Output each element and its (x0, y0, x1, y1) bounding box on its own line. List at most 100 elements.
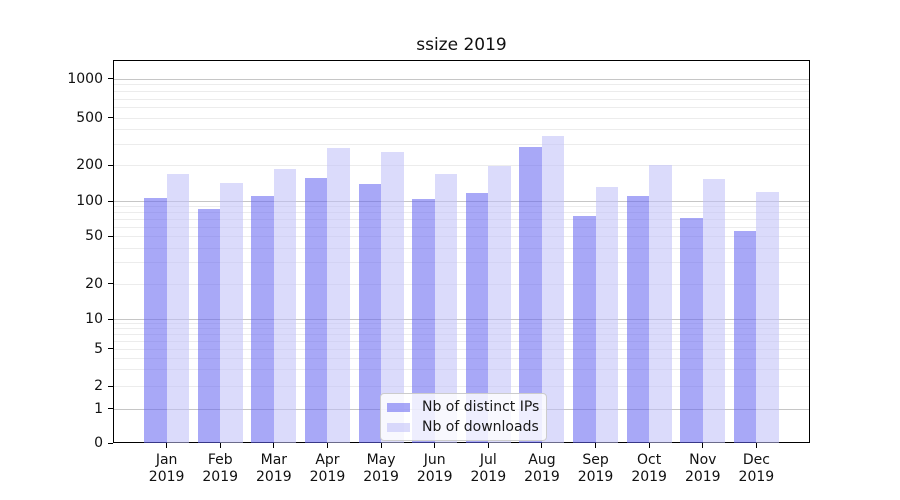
x-tick (219, 443, 221, 448)
y-tick-label: 0 (94, 435, 103, 451)
x-tick-month: Jan (155, 452, 178, 468)
bar-downloads (273, 169, 297, 443)
plot-area (113, 60, 810, 443)
legend-label-distinct-ips: Nb of distinct IPs (422, 399, 540, 415)
gridline-minor (114, 206, 809, 208)
y-tick (108, 348, 113, 349)
bar-distinct-ips (197, 208, 221, 443)
gridline-minor (114, 283, 809, 285)
bar-distinct-ips (519, 147, 542, 443)
gridline-minor (114, 386, 809, 387)
x-tick-label: Oct 2019 (617, 452, 681, 486)
x-tick (541, 443, 543, 448)
x-tick-month: Jun (423, 452, 446, 468)
gridline-major (114, 319, 809, 320)
gridline-minor (114, 247, 809, 249)
x-tick-month: May (366, 452, 396, 468)
x-tick (273, 443, 275, 448)
x-tick (326, 443, 328, 448)
y-tick (108, 318, 113, 320)
y-tick (108, 283, 113, 284)
x-tick-year: 2019 (309, 469, 346, 485)
gridline-major (114, 201, 809, 202)
bar-distinct-ips (573, 215, 596, 443)
x-tick-month: Apr (315, 452, 340, 468)
gridline-minor (114, 323, 809, 325)
x-tick-label: Mar 2019 (242, 452, 306, 486)
gridline-minor (114, 357, 809, 359)
legend-item-distinct-ips: Nb of distinct IPs (387, 399, 540, 415)
x-tick (755, 443, 757, 448)
bar-downloads (649, 165, 672, 443)
x-tick-month: Sep (582, 452, 609, 468)
bar-distinct-ips (412, 198, 435, 443)
x-tick-year: 2019 (470, 469, 507, 485)
bar-downloads (220, 183, 243, 443)
y-tick-label: 1000 (67, 70, 103, 87)
gridline-minor (114, 98, 809, 100)
bar-downloads (541, 136, 565, 443)
bar-distinct-ips (465, 192, 489, 443)
gridline-minor (114, 236, 809, 237)
x-tick-month: Mar (260, 452, 288, 468)
bar-distinct-ips (680, 217, 703, 443)
legend: Nb of distinct IPs Nb of downloads (380, 393, 547, 441)
x-tick-month: Nov (689, 452, 717, 468)
y-tick (108, 200, 113, 202)
bar-downloads (488, 166, 511, 443)
bar-distinct-ips (626, 196, 650, 443)
x-tick (595, 443, 597, 448)
bar-distinct-ips (733, 231, 757, 443)
x-tick-label: Aug 2019 (510, 452, 574, 486)
x-tick-label: Nov 2019 (671, 452, 735, 486)
legend-item-downloads: Nb of downloads (387, 419, 539, 435)
gridline-minor (114, 129, 809, 131)
x-tick-label: Apr 2019 (295, 452, 359, 486)
bar-distinct-ips (144, 198, 167, 443)
y-tick-label: 500 (76, 109, 103, 126)
x-tick-label: Dec 2019 (724, 452, 788, 486)
y-tick (108, 442, 113, 444)
y-tick (108, 164, 113, 166)
y-tick-label: 10 (85, 311, 103, 327)
y-tick-label: 100 (76, 193, 103, 209)
x-tick (380, 443, 382, 448)
bar-downloads (166, 174, 190, 443)
x-tick-year: 2019 (416, 469, 453, 485)
x-tick-label: Jun 2019 (403, 452, 467, 486)
bar-downloads (702, 178, 726, 443)
gridline-minor (114, 165, 809, 166)
gridline-minor (114, 348, 809, 350)
bar-downloads (595, 186, 619, 443)
bar-downloads (327, 148, 350, 443)
gridline-minor (114, 369, 809, 371)
bar-distinct-ips (304, 177, 328, 443)
x-tick-month: Aug (528, 452, 556, 468)
gridline-minor (114, 328, 809, 330)
x-tick-year: 2019 (202, 469, 239, 485)
x-tick-label: May 2019 (349, 452, 413, 486)
x-tick-year: 2019 (256, 469, 292, 485)
legend-swatch-downloads (387, 422, 410, 432)
x-tick-month: Dec (742, 452, 770, 468)
x-tick-year: 2019 (631, 469, 667, 485)
y-tick (108, 385, 113, 387)
x-tick (487, 443, 489, 448)
gridline-minor (114, 84, 809, 86)
gridline-minor (114, 262, 809, 264)
x-tick (434, 443, 436, 448)
gridline-minor (114, 107, 809, 109)
gridline-major (114, 78, 809, 80)
gridline-minor (114, 226, 809, 228)
x-tick-year: 2019 (363, 469, 399, 485)
x-tick-month: Oct (637, 452, 662, 468)
x-tick-month: Jul (479, 452, 497, 468)
y-tick-label: 5 (94, 340, 103, 357)
y-tick (108, 117, 113, 118)
legend-swatch-distinct-ips (387, 402, 410, 412)
y-tick (108, 78, 113, 79)
y-tick-label: 20 (85, 275, 103, 292)
y-tick-label: 1 (94, 400, 103, 417)
y-tick-label: 200 (76, 157, 103, 173)
